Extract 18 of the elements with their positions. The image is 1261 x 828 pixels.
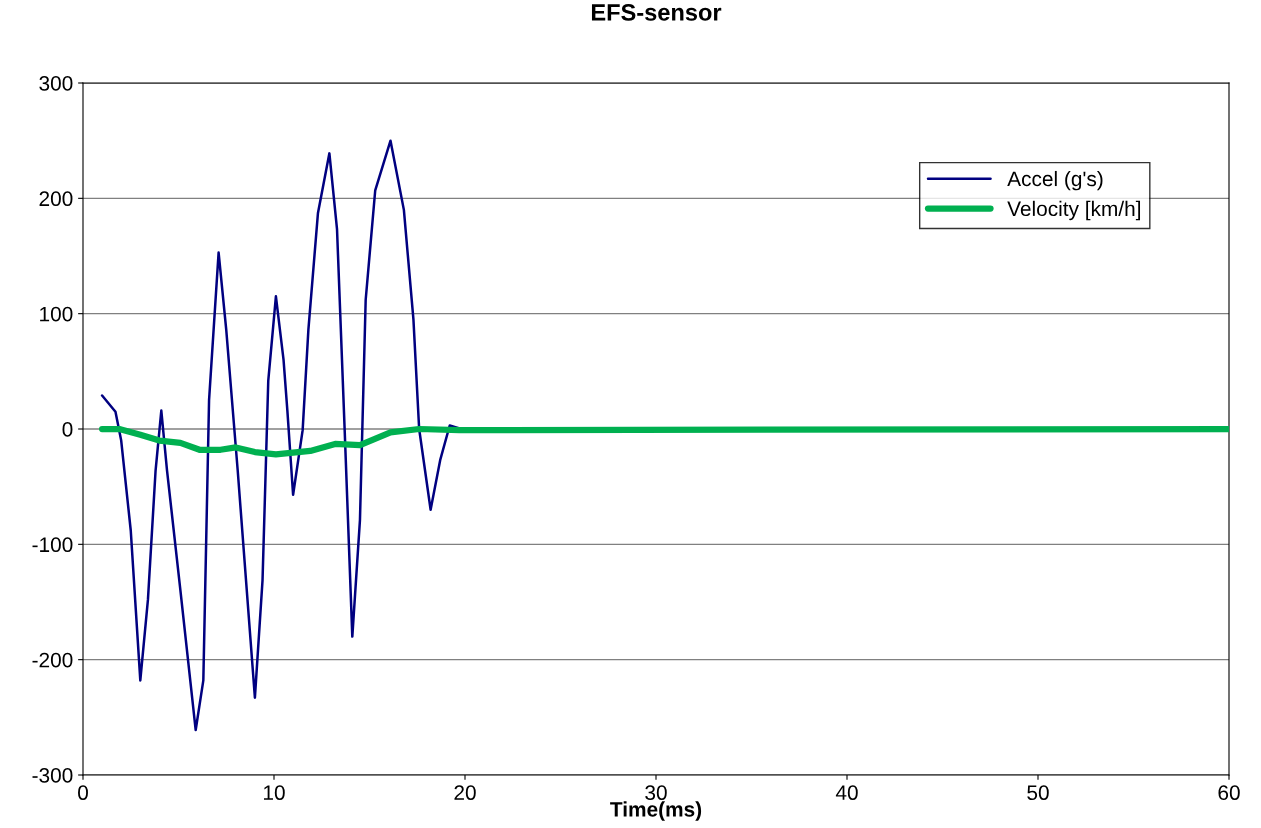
x-tick-label: 50 — [1027, 785, 1049, 801]
chart-title: EFS-sensor — [591, 4, 722, 21]
y-tick-label: -200 — [32, 652, 73, 668]
x-tick-label: 10 — [264, 785, 285, 801]
y-tick-label: 200 — [39, 191, 73, 207]
x-tick-label: 60 — [1218, 785, 1240, 801]
y-tick-label: -300 — [32, 768, 73, 783]
x-tick-label: 0 — [78, 785, 88, 801]
x-axis-title: Time(ms) — [610, 801, 702, 821]
x-tick-label: 40 — [835, 785, 858, 801]
x-tick-label: 30 — [645, 785, 667, 801]
y-tick-label: 300 — [39, 76, 73, 91]
y-tick-label: 100 — [40, 306, 73, 322]
legend-label: Velocity [km/h] — [1007, 200, 1141, 221]
legend-label: Accel (g's) — [1007, 170, 1103, 191]
x-tick-label: 20 — [454, 785, 476, 801]
y-tick-label: 0 — [62, 422, 73, 437]
y-tick-label: -100 — [32, 537, 73, 553]
